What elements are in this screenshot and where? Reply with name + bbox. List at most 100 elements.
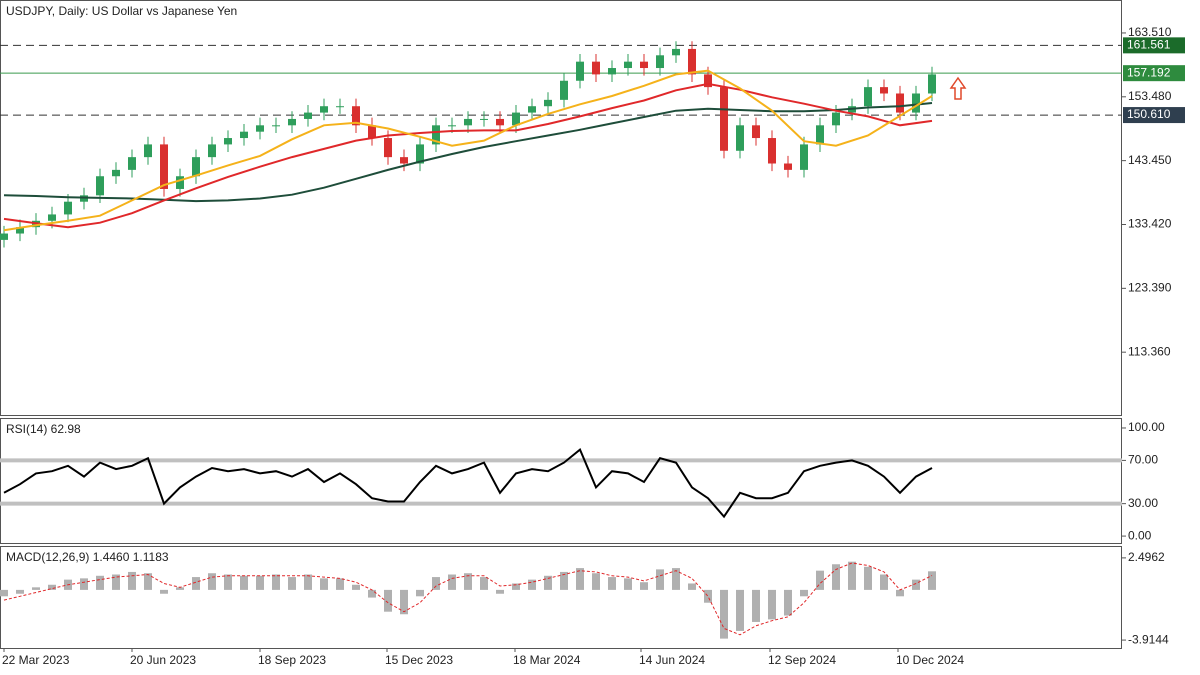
candle-body	[624, 61, 632, 69]
y-tick-label: 123.390	[1128, 281, 1172, 295]
candle-body	[144, 144, 152, 158]
macd-bar	[608, 577, 616, 590]
macd-bar	[704, 589, 712, 603]
macd-bar	[512, 583, 520, 590]
macd-bar	[880, 574, 888, 590]
y-tick-label: 113.360	[1128, 344, 1171, 358]
macd-bar	[304, 574, 312, 590]
x-tick-label: 12 Sep 2024	[768, 653, 836, 667]
macd-bar	[128, 571, 136, 590]
macd-bar	[752, 589, 760, 622]
macd-bar	[576, 568, 584, 590]
rsi-line	[3, 447, 933, 519]
macd-bar	[464, 573, 472, 590]
candle-body	[64, 201, 72, 215]
macd-bar	[80, 578, 88, 590]
macd-bar	[640, 582, 648, 590]
candle-body	[240, 131, 248, 139]
candle-body	[560, 80, 568, 100]
x-tick-label: 18 Mar 2024	[513, 653, 581, 667]
candle-body	[928, 74, 936, 94]
candle-body	[368, 125, 376, 139]
macd-bar	[784, 589, 792, 616]
candle-body	[592, 61, 600, 75]
macd-bar	[288, 577, 296, 590]
candle-body	[112, 169, 120, 177]
macd-bar	[848, 561, 856, 590]
macd-bar	[400, 589, 408, 615]
macd-bar	[912, 579, 920, 590]
candle-body	[176, 176, 184, 189]
candle-body	[672, 48, 680, 56]
macd-bar	[528, 579, 536, 590]
y-tick-label: 2.4962	[1128, 550, 1165, 564]
x-tick-label: 22 Mar 2023	[2, 653, 70, 667]
macd-panel	[0, 546, 1122, 649]
candle-body	[720, 87, 728, 151]
macd-bar	[864, 566, 872, 590]
candle-body	[544, 99, 552, 107]
macd-bar	[688, 583, 696, 590]
candle-body	[400, 157, 408, 164]
level-label: 157.192	[1127, 65, 1171, 79]
macd-bar	[0, 589, 8, 597]
macd-bar	[720, 589, 728, 639]
x-tick-label: 20 Jun 2023	[130, 653, 196, 667]
price-panel	[0, 0, 1122, 416]
candle-body	[816, 125, 824, 145]
candle-body	[480, 118, 488, 120]
macd-bar	[352, 584, 360, 590]
macd-bar	[768, 589, 776, 620]
level-label: 150.610	[1127, 107, 1171, 121]
level-label: 161.561	[1127, 38, 1171, 52]
macd-bar	[480, 577, 488, 590]
macd-bar	[416, 589, 424, 597]
macd-bar	[160, 589, 168, 594]
macd-bar	[816, 570, 824, 590]
candle-body	[752, 125, 760, 139]
candle-body	[0, 233, 8, 240]
candle-body	[576, 61, 584, 81]
candle-body	[16, 227, 24, 234]
candle-body	[704, 74, 712, 88]
level-label-bg	[1123, 65, 1185, 82]
macd-bar	[560, 571, 568, 590]
candle-body	[784, 163, 792, 170]
candle-body	[336, 106, 344, 108]
macd-bar	[96, 575, 104, 590]
candle-body	[160, 144, 168, 189]
candle-body	[352, 106, 360, 126]
macd-bar	[224, 574, 232, 590]
macd-bar	[736, 589, 744, 631]
rsi-panel	[0, 418, 1122, 544]
moving-average	[3, 82, 933, 229]
candle-body	[512, 112, 520, 126]
y-tick-label: 133.420	[1128, 217, 1172, 231]
candle-body	[656, 55, 664, 69]
y-tick-label: 0.00	[1128, 528, 1152, 542]
macd-bar	[336, 578, 344, 590]
candle-body	[448, 125, 456, 127]
candle-body	[528, 106, 536, 113]
macd-title: MACD(12,26,9) 1.4460 1.1183	[6, 550, 169, 564]
y-tick-label: 70.00	[1128, 453, 1158, 467]
candle-body	[224, 138, 232, 145]
candle-body	[208, 144, 216, 158]
x-tick-label: 10 Dec 2024	[896, 653, 964, 667]
macd-bar	[272, 574, 280, 590]
macd-bar	[32, 587, 40, 590]
macd-bar	[624, 578, 632, 590]
candle-body	[432, 125, 440, 145]
x-tick-label: 15 Dec 2023	[385, 653, 453, 667]
candle-body	[48, 214, 56, 221]
macd-bar	[800, 589, 808, 597]
macd-bar	[384, 589, 392, 612]
x-tick-label: 14 Jun 2024	[639, 653, 705, 667]
macd-bar	[176, 587, 184, 590]
level-label-bg	[1123, 107, 1185, 124]
candle-body	[912, 93, 920, 113]
candle-body	[304, 112, 312, 119]
signal-line	[3, 562, 933, 636]
y-tick-label: 30.00	[1128, 496, 1158, 510]
candle-body	[896, 93, 904, 113]
